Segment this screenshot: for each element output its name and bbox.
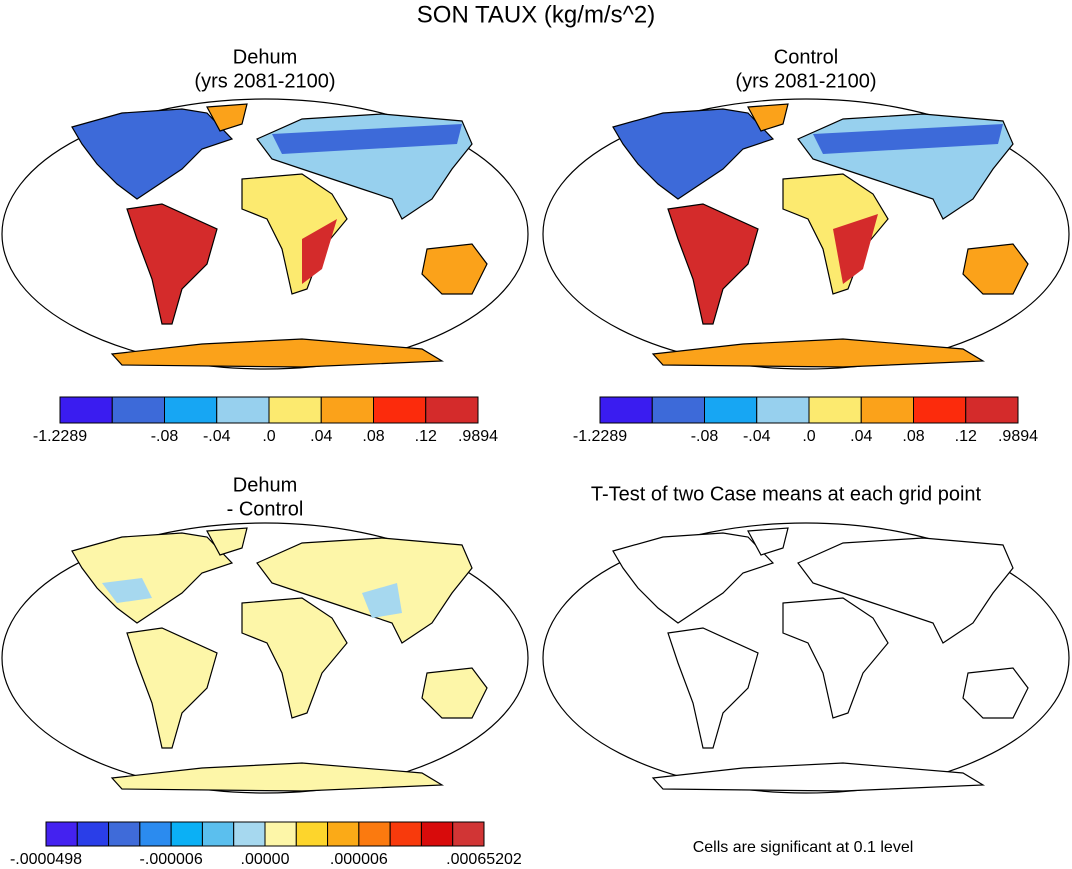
colorbar-box — [452, 821, 485, 847]
colorbar-label: -.04 — [743, 428, 771, 445]
panel-subtitle: (yrs 2081-2100) — [735, 70, 876, 92]
colorbar-box — [320, 396, 374, 424]
colorbar-box — [111, 396, 165, 424]
panel-note: Cells are significant at 0.1 level — [693, 839, 914, 856]
colorbar-box — [264, 821, 297, 847]
panel-title: T-Test of two Case means at each grid po… — [591, 483, 982, 505]
colorbar-box — [860, 396, 914, 424]
colorbar-label: .04 — [850, 428, 872, 445]
colorbar-box — [59, 396, 113, 424]
colorbar-label: .9894 — [998, 428, 1038, 445]
colorbar-box — [164, 396, 218, 424]
colorbar-box — [216, 396, 270, 424]
colorbar-label: .00065202 — [446, 851, 522, 868]
map — [542, 98, 1070, 370]
colorbar-label: .0 — [802, 428, 815, 445]
colorbar-box — [108, 821, 141, 847]
colorbar-label: .12 — [415, 428, 437, 445]
colorbar-box — [170, 821, 203, 847]
colorbar-label: .04 — [310, 428, 332, 445]
colorbar-box — [268, 396, 322, 424]
colorbar-box — [76, 821, 110, 847]
panel-title: Dehum — [233, 474, 297, 496]
panel-title: Control — [774, 46, 838, 68]
colorbar-box — [389, 821, 422, 847]
colorbar-label: -.0000498 — [10, 851, 82, 868]
colorbar-label: .9894 — [458, 428, 498, 445]
colorbar-label: -1.2289 — [33, 428, 87, 445]
map — [1, 98, 529, 370]
colorbar-label: .00000 — [241, 851, 290, 868]
colorbar-label: -1.2289 — [573, 428, 627, 445]
colorbar-box — [327, 821, 360, 847]
colorbar-box — [45, 821, 78, 847]
colorbar-box — [201, 821, 235, 847]
colorbar-box — [233, 821, 266, 847]
colorbar-box — [358, 821, 391, 847]
panel-subtitle: - Control — [227, 498, 304, 520]
map — [542, 522, 1070, 794]
colorbar-label: .08 — [902, 428, 924, 445]
colorbar-box — [808, 396, 862, 424]
colorbar-label: -.04 — [203, 428, 231, 445]
panel-subtitle: (yrs 2081-2100) — [194, 70, 335, 92]
colorbar-label: -.000006 — [140, 851, 203, 868]
colorbar-box — [965, 396, 1019, 424]
map — [1, 522, 529, 794]
colorbar-box — [139, 821, 172, 847]
colorbar-label: -.08 — [691, 428, 719, 445]
colorbar-label: .000006 — [330, 851, 388, 868]
colorbar-box — [913, 396, 967, 424]
colorbar-box — [599, 396, 653, 424]
colorbar-box — [295, 821, 329, 847]
colorbar-box — [704, 396, 758, 424]
colorbar-label: .12 — [955, 428, 977, 445]
figure-title: SON TAUX (kg/m/s^2) — [417, 1, 655, 28]
colorbar-box — [651, 396, 705, 424]
colorbar-label: .0 — [262, 428, 275, 445]
colorbar-box — [373, 396, 427, 424]
panel-title: Dehum — [233, 46, 297, 68]
colorbar-box — [756, 396, 810, 424]
colorbar-label: -.08 — [151, 428, 179, 445]
colorbar-label: .08 — [362, 428, 384, 445]
colorbar-box — [420, 821, 454, 847]
colorbar-box — [425, 396, 479, 424]
